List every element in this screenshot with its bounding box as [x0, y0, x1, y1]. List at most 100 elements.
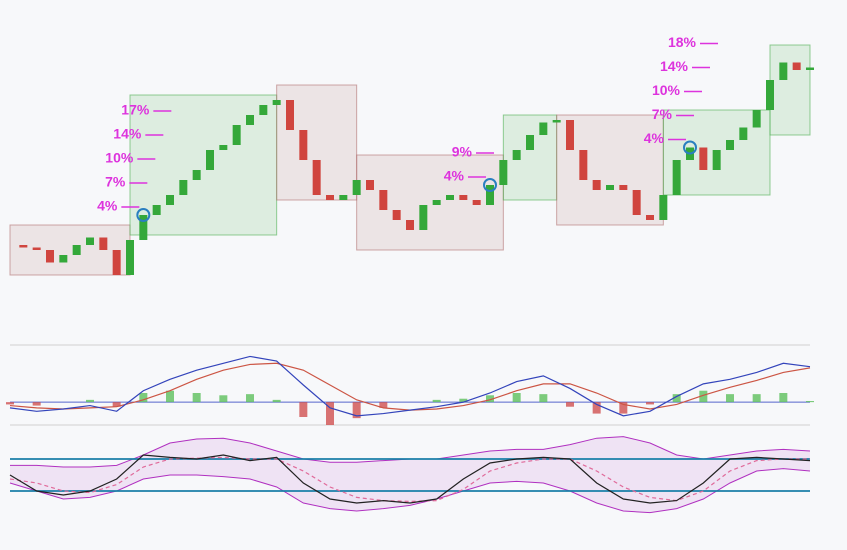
signal-marker: [136, 208, 151, 222]
candle: [139, 215, 148, 240]
candle: [366, 180, 374, 190]
candle: [166, 195, 174, 205]
signal-marker: [683, 140, 697, 155]
candle: [432, 200, 441, 205]
candle: [552, 120, 561, 123]
channel-zone: [769, 44, 811, 136]
channel-zone: [356, 154, 504, 251]
candle: [499, 160, 508, 185]
candle: [326, 195, 334, 200]
candle: [72, 245, 81, 255]
candle: [192, 170, 201, 180]
candle: [379, 190, 388, 210]
band-fill: [10, 436, 810, 513]
candle: [59, 255, 68, 263]
channel-zone: [129, 94, 278, 236]
candle: [19, 245, 28, 248]
histogram-bar: [646, 402, 654, 405]
candle: [446, 195, 454, 200]
candle: [539, 122, 548, 135]
candle: [726, 140, 734, 150]
candle: [312, 160, 321, 195]
annotation-label: 10%: [105, 150, 134, 166]
histogram-bar: [512, 393, 521, 403]
candle: [339, 195, 348, 200]
candle: [179, 180, 188, 195]
annotation-label: 4%: [97, 198, 118, 214]
candle: [32, 247, 41, 250]
histogram-bar: [299, 402, 308, 417]
histogram-bar: [246, 394, 254, 403]
candle: [112, 250, 121, 275]
candle: [619, 185, 628, 190]
candle: [512, 150, 521, 160]
candle: [672, 160, 681, 195]
candle: [406, 220, 414, 230]
annotation-label: 14%: [660, 58, 689, 74]
candle: [86, 237, 94, 245]
histogram-bar: [486, 395, 494, 403]
candle: [659, 195, 668, 220]
annotation-label: 7%: [652, 106, 673, 122]
candle: [526, 135, 534, 150]
histogram-bar: [86, 399, 94, 403]
macd-line: [9, 355, 811, 417]
histogram-bar: [619, 402, 628, 414]
histogram-bar: [379, 402, 388, 408]
candle: [259, 105, 268, 115]
signal-marker: [483, 178, 497, 192]
candle: [219, 145, 228, 150]
candle: [592, 180, 601, 190]
histogram-bar: [592, 402, 601, 414]
annotation-label: 4%: [444, 168, 465, 184]
candle: [606, 185, 614, 190]
histogram-bar: [192, 393, 201, 403]
histogram-bar: [352, 402, 361, 419]
candle: [699, 147, 708, 170]
annotation-label: 9%: [452, 144, 473, 160]
candle: [232, 125, 241, 145]
candle: [566, 120, 574, 150]
histogram-bar: [459, 398, 468, 403]
candle: [286, 100, 294, 130]
candle: [419, 205, 428, 230]
candle: [126, 240, 134, 275]
candle: [806, 67, 814, 70]
histogram-bar: [219, 395, 228, 403]
candle: [766, 80, 774, 110]
channel-zone: [502, 114, 558, 201]
candle: [472, 200, 481, 205]
histogram-bar: [566, 402, 574, 407]
histogram-bar: [779, 393, 788, 403]
candle: [579, 150, 588, 180]
channel-zone: [9, 224, 131, 276]
histogram-bar: [166, 390, 174, 403]
histogram-bar: [432, 399, 441, 403]
candle: [646, 215, 654, 220]
histogram-bar: [6, 402, 14, 405]
candle: [206, 150, 214, 170]
histogram-bar: [139, 393, 148, 403]
annotation-label: 10%: [652, 82, 681, 98]
candle: [352, 180, 361, 195]
candle: [152, 205, 161, 215]
histogram-bar: [726, 394, 734, 403]
candle: [392, 210, 401, 220]
candle: [46, 250, 54, 263]
annotation-label: 18%: [668, 34, 697, 50]
histogram-bar: [272, 399, 281, 403]
candle: [459, 195, 468, 200]
candle: [99, 237, 108, 250]
candle: [712, 150, 721, 170]
candle: [272, 100, 281, 105]
candle: [792, 62, 801, 70]
candle: [752, 110, 761, 128]
oscillator-line: [9, 454, 811, 504]
histogram-bar: [32, 402, 41, 406]
candle: [486, 185, 494, 205]
annotation-label: 17%: [121, 102, 150, 118]
histogram-bar: [672, 394, 681, 403]
channel-zone: [556, 114, 664, 226]
histogram-bar: [806, 401, 814, 403]
